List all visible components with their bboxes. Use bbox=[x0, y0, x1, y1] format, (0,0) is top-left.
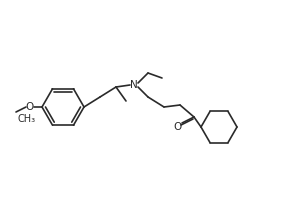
Text: N: N bbox=[130, 80, 138, 90]
Text: CH₃: CH₃ bbox=[17, 114, 35, 124]
Text: O: O bbox=[174, 122, 182, 132]
Text: O: O bbox=[26, 102, 34, 112]
